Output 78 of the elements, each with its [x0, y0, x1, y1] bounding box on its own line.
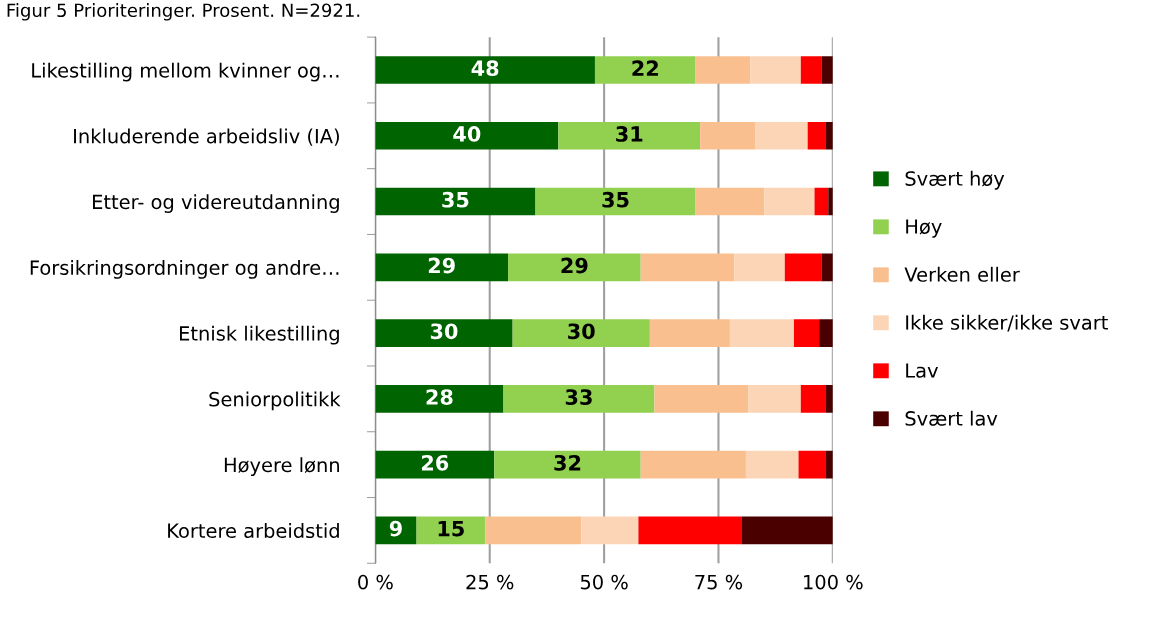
y-tick-label: Likestilling mellom kvinner og… — [32, 62, 339, 82]
bar — [503, 385, 655, 413]
bar — [741, 516, 833, 545]
data-label: 31 — [616, 126, 643, 142]
bar — [700, 121, 756, 150]
bar — [800, 385, 826, 413]
bar — [375, 253, 509, 282]
x-tick-label: 100 % — [804, 574, 863, 590]
bar — [784, 253, 822, 282]
bar — [512, 319, 650, 347]
data-label: 9 — [389, 520, 402, 537]
bar — [734, 253, 785, 282]
bar — [558, 121, 701, 150]
legend-label: Svært lav — [905, 410, 998, 426]
bar — [640, 450, 746, 479]
data-label: 33 — [565, 389, 592, 405]
data-label: 29 — [428, 257, 455, 274]
bar — [821, 56, 833, 84]
y-tick-label: Inkluderende arbeidsliv (IA) — [74, 128, 339, 146]
legend-label: Høy — [906, 219, 942, 238]
legend-label: Lav — [906, 363, 938, 378]
bar — [695, 187, 765, 216]
y-tick-label: Seniorpolitikk — [209, 391, 341, 411]
bar — [535, 187, 696, 216]
data-label: 32 — [554, 454, 581, 471]
bar — [748, 385, 801, 413]
data-label: 28 — [426, 389, 453, 405]
x-tick-label: 50 % — [580, 574, 628, 590]
bar — [729, 319, 794, 347]
bar — [485, 516, 582, 545]
bar — [821, 253, 833, 282]
bar — [375, 319, 513, 347]
bar — [798, 450, 826, 479]
bar — [800, 56, 822, 84]
bar — [649, 319, 730, 347]
bar — [375, 56, 595, 84]
bar — [750, 56, 801, 84]
bar — [508, 253, 641, 282]
x-tick-label: 0 % — [358, 574, 393, 590]
legend-label: Verken eller — [904, 266, 1020, 282]
data-label: 30 — [568, 323, 595, 340]
bar — [764, 187, 815, 216]
data-label: 15 — [438, 520, 464, 537]
data-label: 26 — [421, 454, 449, 471]
legend-label: Ikke sikker/ikke svart — [906, 314, 1108, 332]
bar — [640, 253, 735, 282]
data-label: 29 — [561, 257, 588, 274]
bar — [375, 187, 536, 216]
bar — [807, 121, 826, 150]
bar — [638, 516, 742, 545]
bar — [745, 450, 799, 479]
bar — [819, 319, 833, 347]
bar — [695, 56, 751, 84]
legend-label: Svært høy — [905, 170, 1005, 190]
bar — [594, 56, 696, 84]
bar — [793, 319, 820, 347]
bar — [375, 121, 559, 150]
bar — [755, 121, 808, 150]
y-tick-label: Høyere lønn — [224, 457, 339, 477]
x-tick-label: 25 % — [466, 574, 514, 590]
bar — [375, 385, 504, 413]
data-label: 40 — [453, 126, 481, 142]
data-label: 35 — [602, 191, 629, 208]
bar — [654, 385, 749, 413]
x-tick-label: 75 % — [695, 574, 743, 590]
y-tick-label: Forsikringsordninger og andre… — [30, 259, 339, 279]
data-label: 30 — [430, 323, 458, 340]
y-tick-label: Etnisk likestilling — [179, 325, 339, 345]
data-label: 35 — [442, 191, 469, 208]
bar — [375, 450, 495, 479]
data-label: 48 — [471, 60, 499, 77]
bar — [494, 450, 641, 479]
y-tick-label: Etter- og videreutdanning — [93, 194, 339, 213]
data-label: 22 — [632, 60, 658, 76]
y-tick-label: Kortere arbeidstid — [168, 523, 339, 539]
bar — [814, 187, 829, 216]
bar — [581, 516, 639, 545]
text: Figur 5 Prioriteringer. Prosent. N=2921. — [7, 3, 360, 21]
